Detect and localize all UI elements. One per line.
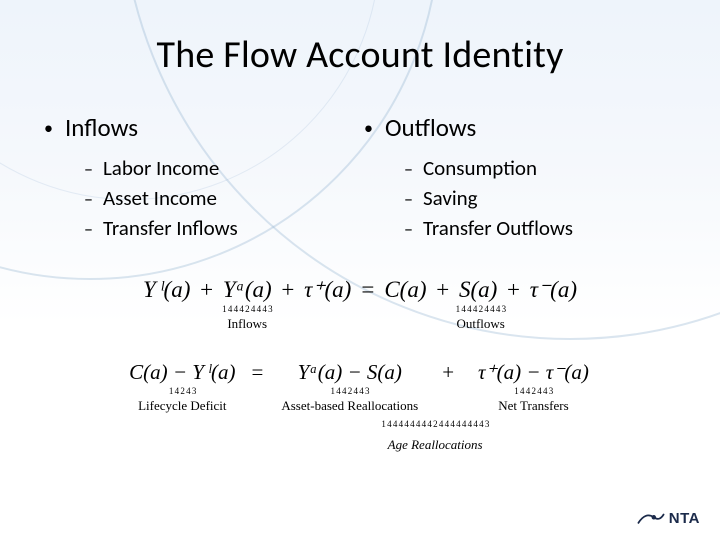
content-columns: • Inflows – Labor Income – Asset Income …: [44, 112, 676, 245]
item-text: Labor Income: [103, 155, 219, 181]
brace-decoration: 1 4 2 4 3: [169, 387, 196, 396]
item-text: Asset Income: [103, 185, 217, 211]
eq1-lhs-group: Y ˡ(a) + Yᵃ(a) + τ⁺(a) 1 4 4 4 2 4 4 4 3…: [143, 277, 351, 332]
nta-logo: NTA: [637, 508, 700, 528]
brace-decoration: 1 4 4 2 4 4 3: [331, 387, 370, 396]
eq2-rhs-outer: Yᵃ(a) − S(a) 1 4 4 2 4 4 3 Asset-based R…: [279, 360, 591, 453]
outer-brace-decoration: 1 4 4 4 4 4 4 4 4 2 4 4 4 4 4 4 4 4 3: [381, 420, 489, 429]
list-item: – Transfer Inflows: [84, 215, 356, 241]
equation-2: C(a) − Y ˡ(a) 1 4 2 4 3 Lifecycle Defici…: [50, 360, 670, 453]
eq2-group-transfers: τ⁺(a) − τ⁻(a) 1 4 4 2 4 4 3 Net Transfer…: [478, 360, 589, 414]
item-text: Transfer Inflows: [103, 215, 238, 241]
logo-swoosh-icon: [637, 508, 665, 528]
item-text: Transfer Outflows: [423, 215, 573, 241]
eq2-label-asset: Asset-based Reallocations: [281, 398, 418, 414]
inflows-column: • Inflows – Labor Income – Asset Income …: [44, 112, 356, 245]
eq-term: τ⁻(a): [530, 277, 577, 302]
dash-icon: –: [84, 158, 93, 180]
dash-icon: –: [404, 158, 413, 180]
plus-icon: +: [281, 277, 294, 302]
eq2-group-lifecycle: C(a) − Y ˡ(a) 1 4 2 4 3 Lifecycle Defici…: [129, 360, 235, 414]
outflows-heading: • Outflows: [364, 112, 676, 143]
eq-term: S(a): [459, 277, 497, 302]
eq1-lhs-label: Inflows: [227, 316, 267, 332]
plus-icon: +: [436, 277, 449, 302]
equations-area: Y ˡ(a) + Yᵃ(a) + τ⁺(a) 1 4 4 4 2 4 4 4 3…: [44, 277, 676, 453]
outflows-column: • Outflows – Consumption – Saving – Tran…: [364, 112, 676, 245]
eq-term: Yᵃ(a): [223, 277, 272, 302]
slide-container: The Flow Account Identity • Inflows – La…: [0, 0, 720, 540]
item-text: Saving: [423, 185, 478, 211]
eq-term: τ⁺(a) − τ⁻(a): [478, 360, 589, 385]
eq2-label-lifecycle: Lifecycle Deficit: [138, 398, 226, 414]
brace-decoration: 1 4 4 2 4 4 3: [514, 387, 553, 396]
bullet-dot-icon: •: [364, 119, 373, 137]
eq1-rhs-group: C(a) + S(a) + τ⁻(a) 1 4 4 4 2 4 4 4 3 Ou…: [384, 277, 577, 332]
logo-text: NTA: [669, 510, 700, 527]
list-item: – Saving: [404, 185, 676, 211]
brace-decoration: 1 4 4 4 2 4 4 4 3: [222, 305, 272, 314]
equation-1: Y ˡ(a) + Yᵃ(a) + τ⁺(a) 1 4 4 4 2 4 4 4 3…: [50, 277, 670, 332]
heading-text: Outflows: [385, 112, 476, 143]
list-item: – Labor Income: [84, 155, 356, 181]
dash-icon: –: [404, 188, 413, 210]
list-item: – Consumption: [404, 155, 676, 181]
list-item: – Asset Income: [84, 185, 356, 211]
inflows-list: – Labor Income – Asset Income – Transfer…: [44, 155, 356, 241]
eq-term: C(a) − Y ˡ(a): [129, 360, 235, 385]
bullet-dot-icon: •: [44, 119, 53, 137]
eq2-outer-label: Age Reallocations: [388, 437, 483, 453]
eq2-group-asset: Yᵃ(a) − S(a) 1 4 4 2 4 4 3 Asset-based R…: [281, 360, 418, 414]
brace-decoration: 1 4 4 4 2 4 4 4 3: [456, 305, 506, 314]
eq-term: Y ˡ(a): [143, 277, 190, 302]
inflows-heading: • Inflows: [44, 112, 356, 143]
eq-term: C(a): [384, 277, 426, 302]
heading-text: Inflows: [65, 112, 138, 143]
plus-icon: +: [507, 277, 520, 302]
slide-title: The Flow Account Identity: [44, 32, 676, 78]
dash-icon: –: [404, 218, 413, 240]
plus-icon: +: [442, 360, 454, 385]
equals-icon: =: [361, 277, 374, 303]
eq-term: Yᵃ(a) − S(a): [298, 360, 402, 385]
list-item: – Transfer Outflows: [404, 215, 676, 241]
dash-icon: –: [84, 188, 93, 210]
outflows-list: – Consumption – Saving – Transfer Outflo…: [364, 155, 676, 241]
equation-1-line: Y ˡ(a) + Yᵃ(a) + τ⁺(a) 1 4 4 4 2 4 4 4 3…: [50, 277, 670, 332]
dash-icon: –: [84, 218, 93, 240]
eq1-rhs-label: Outflows: [456, 316, 504, 332]
plus-icon: +: [200, 277, 213, 302]
equals-icon: =: [252, 360, 264, 385]
eq2-label-transfers: Net Transfers: [498, 398, 568, 414]
item-text: Consumption: [423, 155, 537, 181]
equation-2-line: C(a) − Y ˡ(a) 1 4 2 4 3 Lifecycle Defici…: [50, 360, 670, 453]
eq-term: τ⁺(a): [304, 277, 351, 302]
